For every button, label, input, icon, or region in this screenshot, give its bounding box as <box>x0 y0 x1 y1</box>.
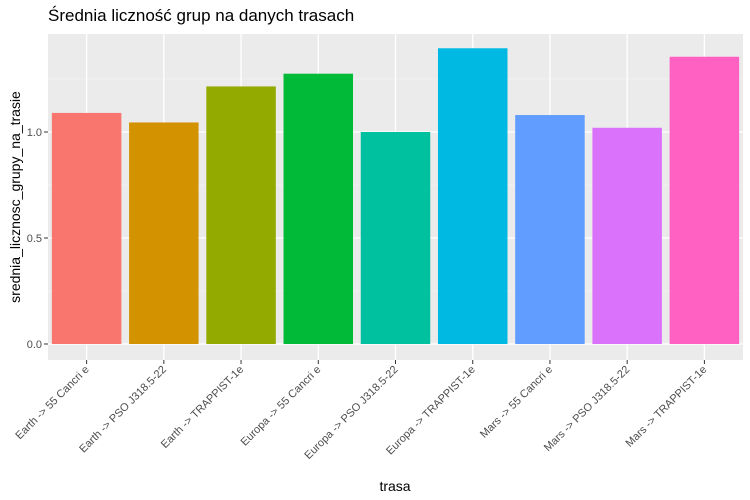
x-tick-label: Europa -> TRAPPIST-1e <box>384 364 478 458</box>
bars <box>51 48 740 345</box>
y-tick-label: 0.0 <box>27 339 42 351</box>
x-tick-label: Earth -> PSO J318.5-22 <box>77 364 169 456</box>
y-axis: 0.0 0.5 1.0 <box>27 127 48 351</box>
y-tick-label: 1.0 <box>27 127 42 139</box>
x-tick-label: Europa -> 55 Cancri e <box>239 364 324 449</box>
x-tick-label: Mars -> PSO J318.5-22 <box>542 364 632 454</box>
bar <box>592 127 662 344</box>
bar <box>515 115 585 344</box>
bar <box>360 132 431 344</box>
x-tick-label: Mars -> TRAPPIST-1e <box>624 364 710 450</box>
bar <box>129 122 199 345</box>
x-tick-label: Earth -> 55 Cancri e <box>13 364 91 442</box>
bar <box>51 112 122 344</box>
bar <box>206 86 276 345</box>
chart-title: Średnia liczność grup na danych trasach <box>48 6 354 25</box>
y-tick-label: 0.5 <box>27 233 42 245</box>
y-axis-title: srednia_licznosc_grupy_na_trasie <box>7 91 23 303</box>
bar <box>283 73 354 344</box>
x-axis-title: trasa <box>379 478 410 494</box>
x-tick-label: Mars -> 55 Cancri e <box>478 364 555 441</box>
x-tick-label: Earth -> TRAPPIST-1e <box>159 364 246 451</box>
bar <box>669 56 740 345</box>
bar <box>437 48 508 344</box>
